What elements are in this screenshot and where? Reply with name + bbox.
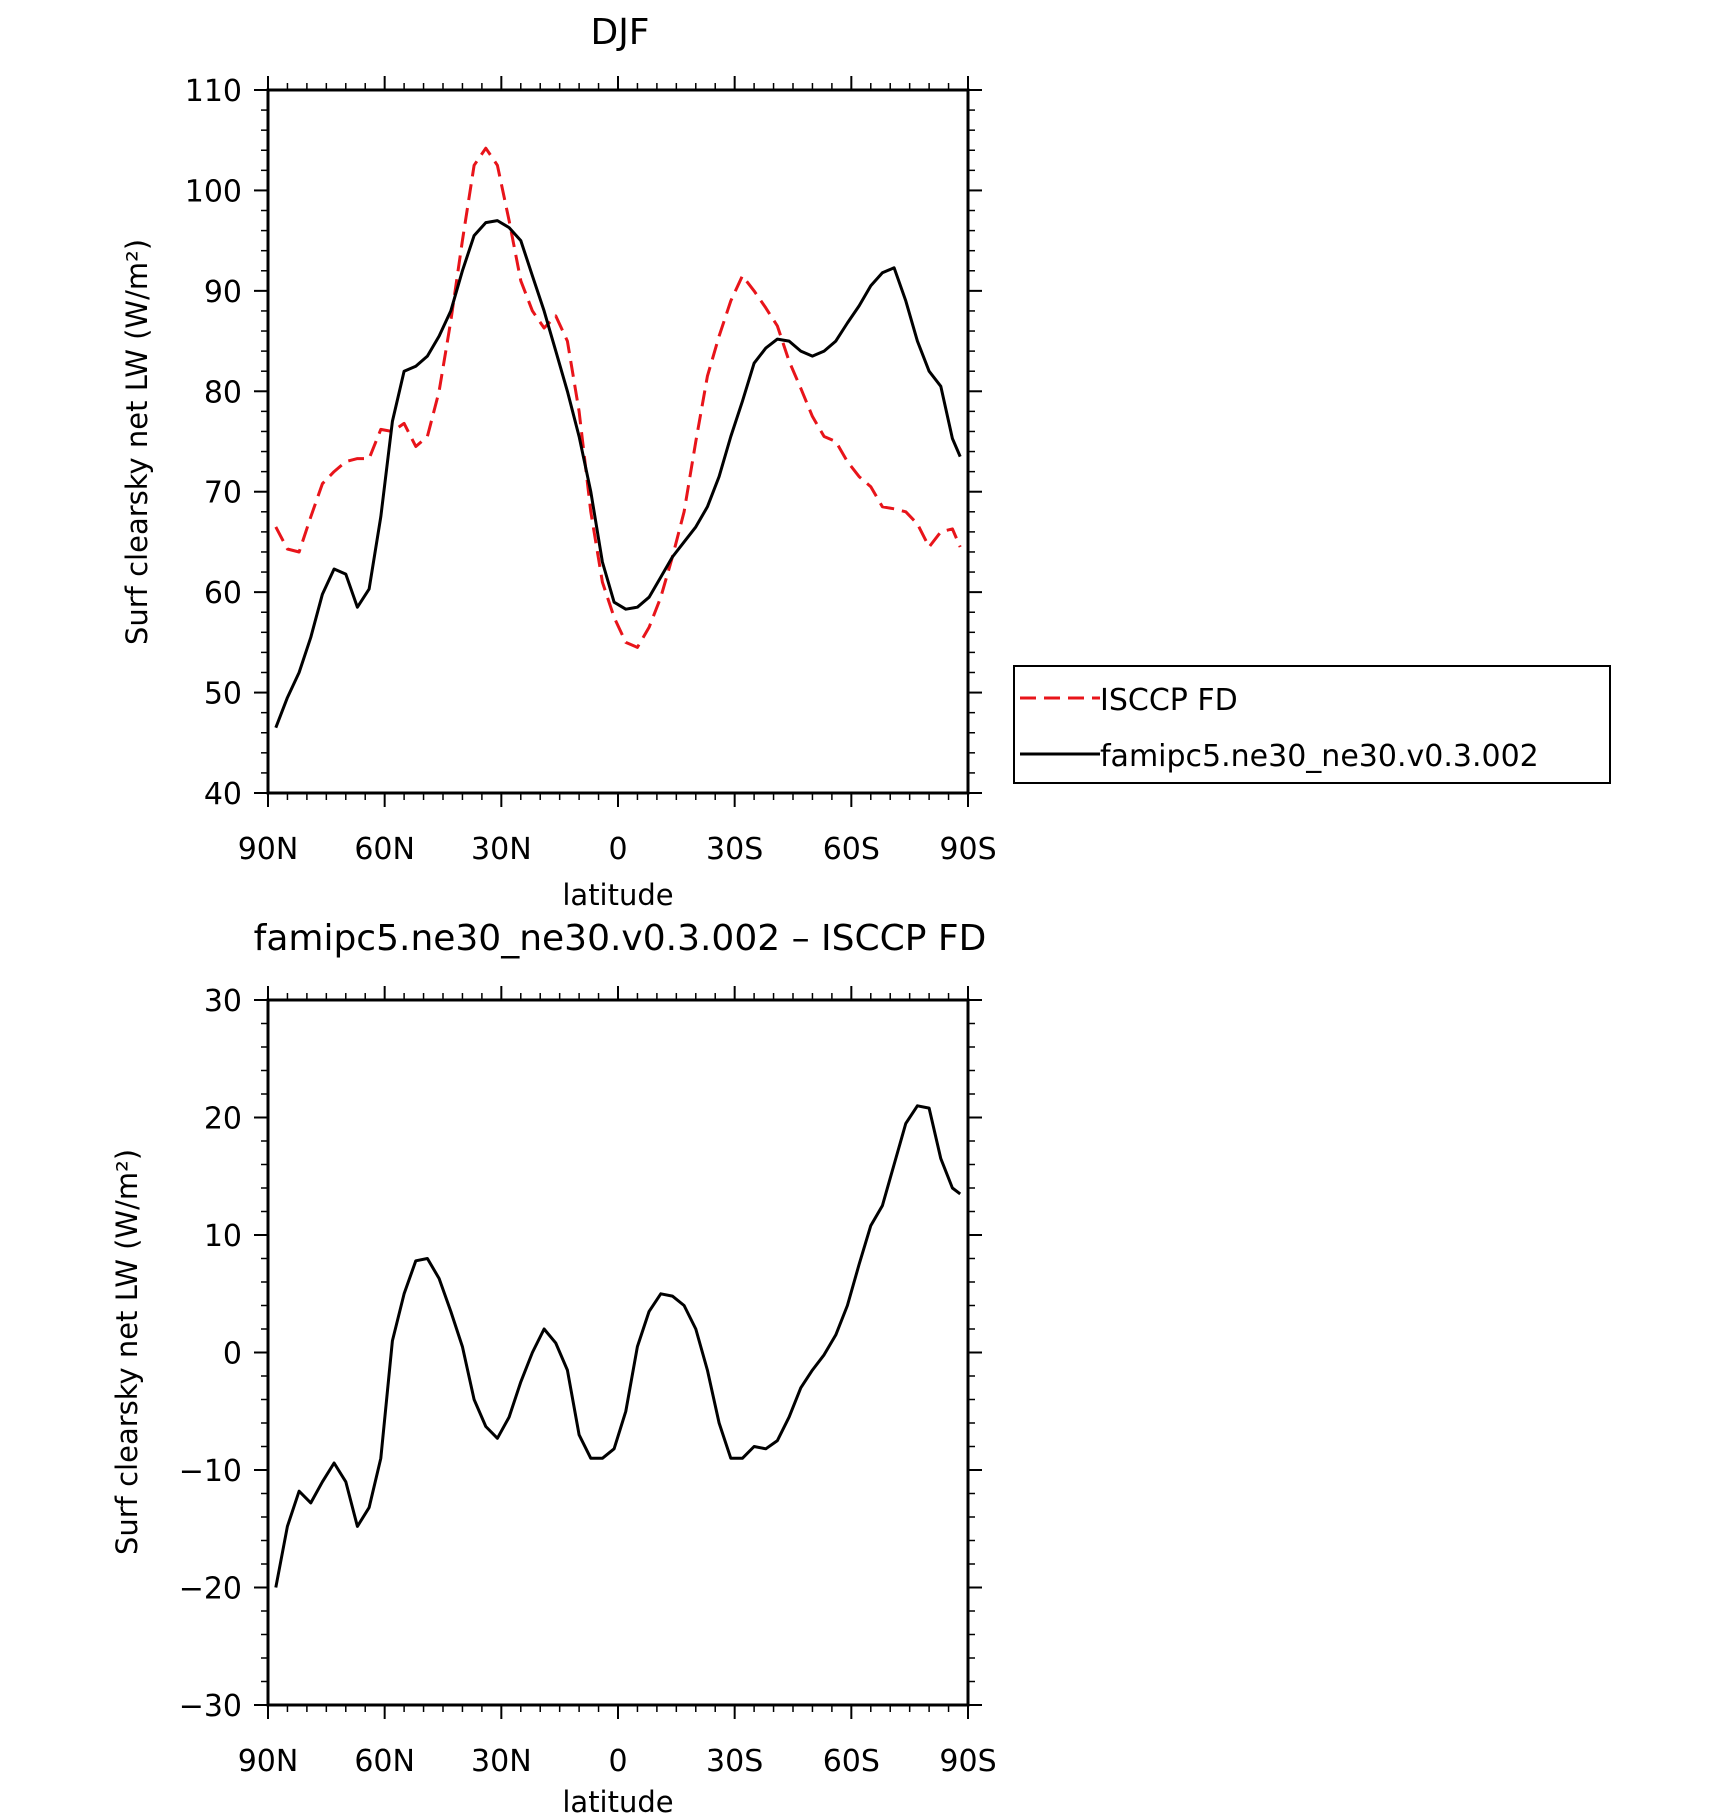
bottom-y-tick-label: 30 [204,984,242,1019]
top-x-tick-label: 90S [939,832,996,867]
top-y-tick-label: 70 [204,476,242,511]
bottom-y-tick-label: −20 [179,1572,242,1607]
top-x-tick-label: 30S [706,832,763,867]
bottom-y-tick-label: −10 [179,1454,242,1489]
legend-box [1013,665,1611,784]
bottom-y-tick-label: −30 [179,1689,242,1724]
top-x-tick-label: 60S [823,832,880,867]
bottom-x-tick-label: 90N [238,1744,299,1779]
bottom-chart-title: famipc5.ne30_ne30.v0.3.002 – ISCCP FD [254,918,987,959]
bottom-x-tick-label: 60S [823,1744,880,1779]
top-y-tick-label: 80 [204,375,242,410]
legend: ISCCP FD famipc5.ne30_ne30.v0.3.002 [1013,665,1611,784]
top-y-tick-label: 110 [185,74,242,109]
top-x-tick-label: 60N [354,832,415,867]
top-y-tick-label: 50 [204,677,242,712]
top-y-axis-label: Surf clearsky net LW (W/m²) [120,239,154,645]
top-chart-title: DJF [590,12,649,53]
top-x-axis-label: latitude [562,878,673,912]
bottom-panel-chart: famipc5.ne30_ne30.v0.3.002 – ISCCP FD 90… [110,918,997,1816]
bottom-y-axis-label: Surf clearsky net LW (W/m²) [110,1149,144,1555]
bottom-x-tick-label: 90S [939,1744,996,1779]
bottom-y-tick-label: 0 [223,1337,242,1372]
bottom-x-tick-label: 0 [608,1744,627,1779]
legend-label-isccp: ISCCP FD [1100,683,1238,718]
bottom-series-line-model [274,1104,962,1588]
top-y-tick-label: 40 [204,777,242,812]
top-panel-chart: DJF 90N 60N 30N 0 30S 60S 90S 40 50 60 70 80 90 100 11… [120,12,1611,912]
bottom-y-tick-label: 10 [204,1219,242,1254]
top-y-tick-label: 60 [204,576,242,611]
top-x-tick-label: 0 [608,832,627,867]
top-y-tick-label: 100 [185,174,242,209]
top-y-tick-label: 90 [204,275,242,310]
top-series-line-model [274,219,962,729]
bottom-x-tick-label: 30N [471,1744,532,1779]
bottom-y-tick-label: 20 [204,1102,242,1137]
top-x-tick-label: 90N [238,832,299,867]
bottom-x-tick-label: 30S [706,1744,763,1779]
top-x-tick-label: 30N [471,832,532,867]
legend-label-model: famipc5.ne30_ne30.v0.3.002 [1100,739,1539,774]
bottom-x-axis-label: latitude [562,1785,673,1816]
bottom-x-tick-label: 60N [354,1744,415,1779]
